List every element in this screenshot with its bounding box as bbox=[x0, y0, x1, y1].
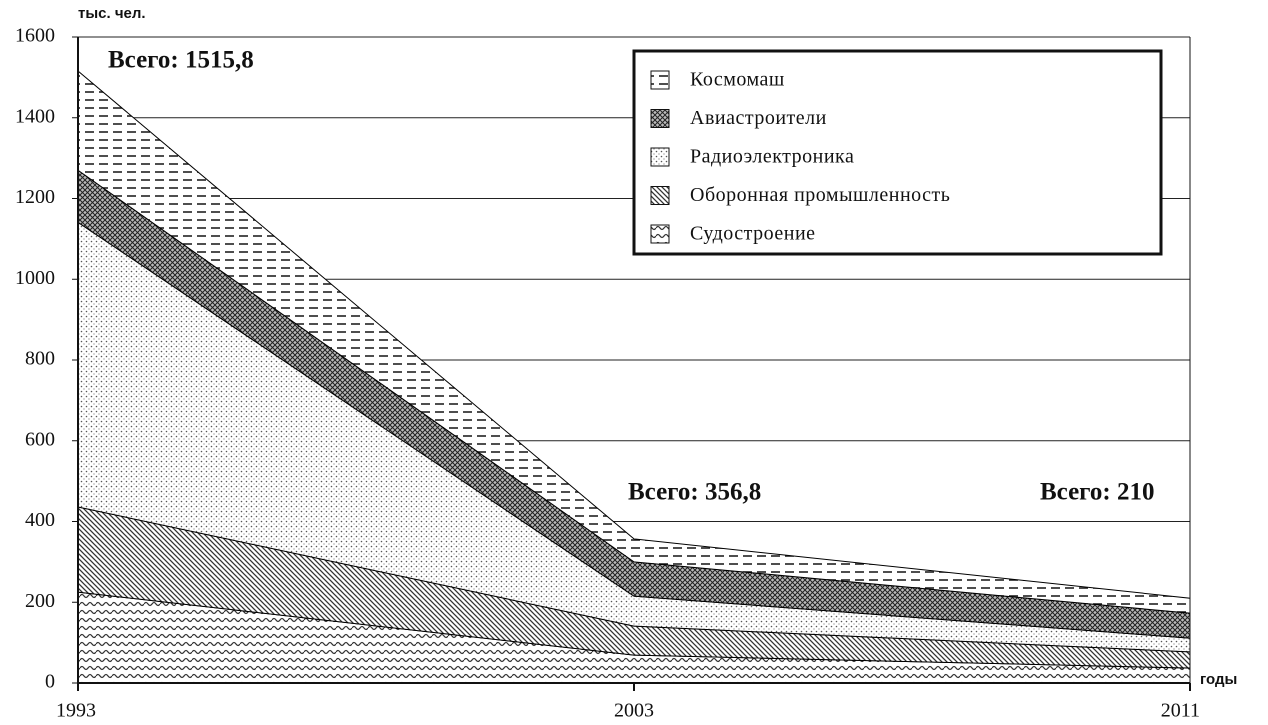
x-tick-label: 2011 bbox=[1161, 700, 1200, 722]
y-tick-label: 600 bbox=[25, 428, 55, 450]
legend-label: Судостроение bbox=[690, 223, 816, 245]
legend-swatch bbox=[651, 225, 669, 243]
legend-label: Авиастроители bbox=[690, 107, 827, 129]
legend-swatch bbox=[651, 148, 669, 166]
legend-label: Оборонная промышленность bbox=[690, 184, 950, 206]
legend-label: Радиоэлектроника bbox=[690, 146, 854, 168]
y-tick-label: 1200 bbox=[15, 186, 55, 208]
y-tick-label: 0 bbox=[45, 671, 55, 693]
legend-label: Космомаш bbox=[690, 69, 785, 91]
y-tick-label: 1000 bbox=[15, 267, 55, 289]
y-tick-label: 1400 bbox=[15, 105, 55, 127]
legend: Космомаш Авиастроители Радиоэлектроника Обо… bbox=[634, 51, 1161, 254]
y-tick-label: 800 bbox=[25, 348, 55, 370]
y-tick-label: 400 bbox=[25, 509, 55, 531]
legend-swatch bbox=[651, 71, 669, 89]
annotation: Всего: 1515,8 bbox=[108, 47, 254, 74]
y-axis-label: тыс. чел. bbox=[78, 5, 146, 22]
chart: тыс. чел. годы Космомаш Авиастроители Ради… bbox=[0, 0, 1268, 725]
x-tick-label: 2003 bbox=[614, 700, 654, 722]
legend-swatch bbox=[651, 187, 669, 205]
y-tick-label: 200 bbox=[25, 590, 55, 612]
x-tick-label: 1993 bbox=[56, 700, 96, 722]
annotation: Всего: 210 bbox=[1040, 479, 1154, 506]
x-axis-label: годы bbox=[1200, 671, 1237, 688]
annotation: Всего: 356,8 bbox=[628, 479, 761, 506]
y-tick-label: 1600 bbox=[15, 25, 55, 47]
legend-swatch bbox=[651, 110, 669, 128]
